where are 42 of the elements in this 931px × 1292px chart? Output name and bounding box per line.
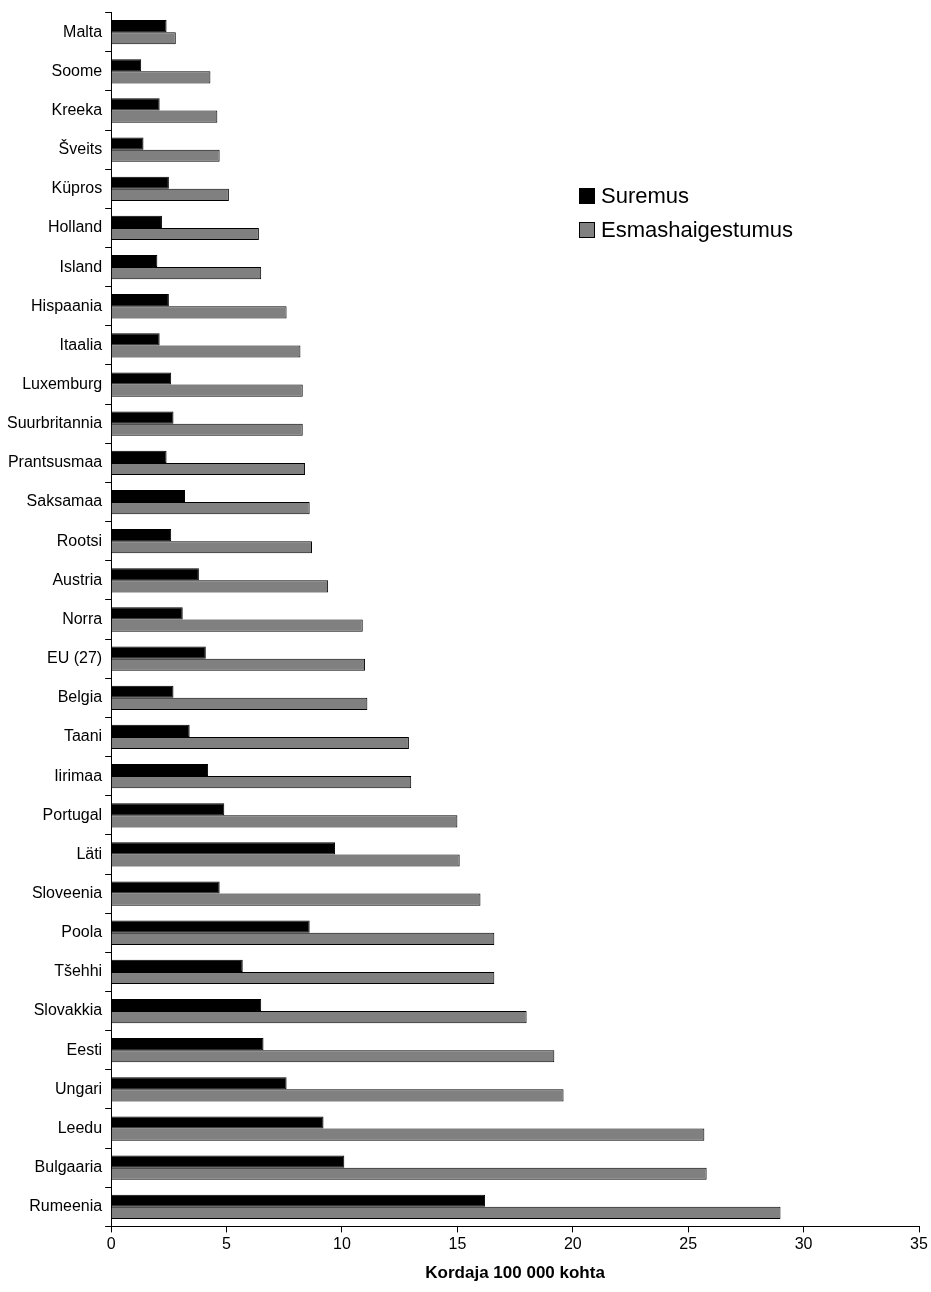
x-tick-label: 35 bbox=[910, 1235, 928, 1253]
y-tick-label: Rootsi bbox=[56, 531, 103, 549]
y-tick-label: Itaalia bbox=[59, 335, 103, 353]
y-tick-label: Kreeka bbox=[51, 100, 103, 118]
y-tick-label: Suurbritannia bbox=[7, 414, 103, 432]
y-tick-label: Ungari bbox=[55, 1079, 103, 1097]
y-tick-label: Bulgaaria bbox=[34, 1158, 103, 1176]
y-tick-label: Sloveenia bbox=[31, 883, 103, 901]
y-tick-label: Slovakkia bbox=[33, 1001, 103, 1019]
y-tick-label: Hispaania bbox=[31, 296, 103, 314]
y-tick-label: Rumeenia bbox=[29, 1197, 103, 1215]
x-axis-title: Kordaja 100 000 kohta bbox=[425, 1263, 606, 1283]
y-tick-label: Poola bbox=[61, 923, 103, 941]
y-tick-label: Luxemburg bbox=[22, 374, 103, 392]
y-tick-label: Iirimaa bbox=[54, 766, 103, 784]
y-tick-label: Portugal bbox=[42, 805, 103, 823]
y-tick-label: Norra bbox=[62, 609, 103, 627]
y-tick-label: Saksamaa bbox=[26, 492, 103, 510]
y-tick-label: Šveits bbox=[58, 139, 103, 158]
y-tick-label: Belgia bbox=[57, 688, 103, 706]
x-tick-label: 0 bbox=[106, 1235, 116, 1253]
x-tick-label: 10 bbox=[333, 1235, 351, 1253]
y-tick-label: Küpros bbox=[51, 179, 103, 197]
y-tick-label: Austria bbox=[52, 570, 103, 588]
x-tick-label: 15 bbox=[448, 1235, 467, 1253]
y-tick-label: Taani bbox=[63, 727, 103, 745]
y-tick-label: Läti bbox=[76, 844, 103, 862]
legend-label: Esmashaigestumus bbox=[601, 216, 793, 243]
y-tick-label: Prantsusmaa bbox=[7, 453, 103, 471]
y-tick-label: Soome bbox=[51, 61, 103, 79]
y-tick-label: EU (27) bbox=[47, 649, 103, 667]
legend-label: Suremus bbox=[601, 182, 690, 209]
y-tick-label: Leedu bbox=[57, 1118, 103, 1136]
y-tick-label: Malta bbox=[63, 22, 103, 40]
y-tick-label: Holland bbox=[47, 218, 103, 236]
y-tick-label: Tšehhi bbox=[54, 962, 103, 980]
y-tick-label: Island bbox=[59, 257, 103, 275]
x-tick-label: 5 bbox=[222, 1235, 232, 1253]
y-tick-label: Eesti bbox=[66, 1040, 103, 1058]
x-tick-label: 25 bbox=[679, 1235, 698, 1253]
x-tick-label: 20 bbox=[563, 1235, 582, 1253]
x-tick-label: 30 bbox=[794, 1235, 813, 1253]
